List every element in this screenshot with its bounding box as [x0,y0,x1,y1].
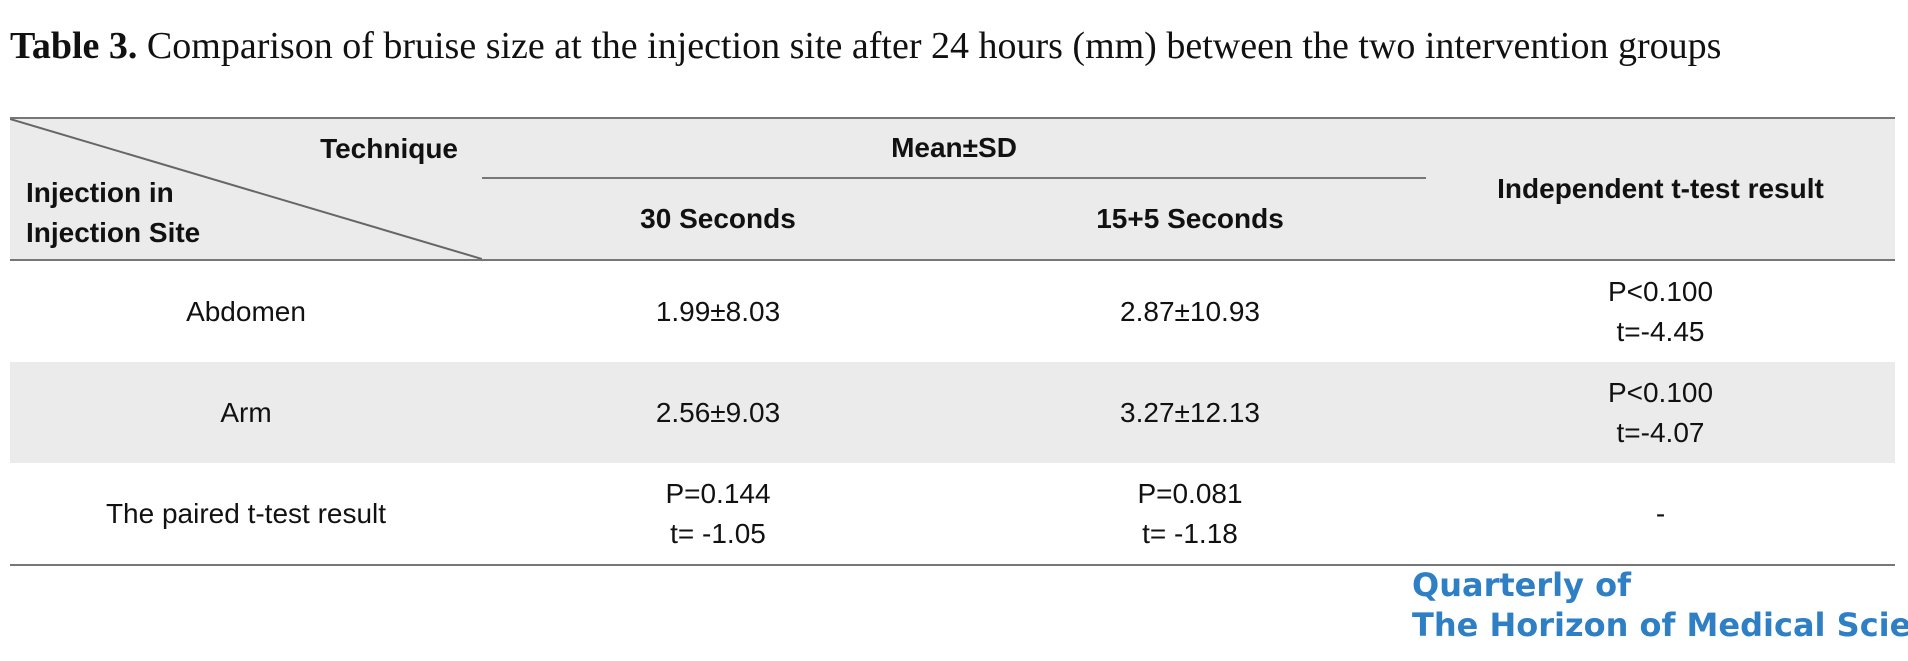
logo-line-1: Quarterly of [1412,566,1632,604]
mean-sd-header: Mean±SD [482,118,1426,179]
injection-site-label: Injection in Injection Site [26,173,200,253]
cell-30-seconds: P=0.144 t= -1.05 [482,463,954,565]
technique-label: Technique [320,133,458,164]
caption-label: Table 3. [10,25,138,67]
paired-p-value: P=0.144 [665,477,771,509]
logo-line-2: The Horizon of Medical Sciences [1412,606,1908,644]
journal-logo: Quarterly of The Horizon of Medical Scie… [1412,565,1908,645]
header-30-seconds: 30 Seconds [482,178,954,260]
cell-independent-result: - [1655,497,1666,529]
diagonal-divider-line [10,119,482,259]
result-t-value: t=-4.45 [1616,315,1705,347]
table-caption: Table 3. Comparison of bruise size at th… [10,18,1890,74]
subheader-row: 30 Seconds 15+5 Seconds [10,178,1895,260]
cell-independent-result: P<0.100 t=-4.07 [1426,362,1895,463]
cell-15-5-seconds: 3.27±12.13 [954,362,1426,463]
results-table: Technique Injection in Injection Site Me… [10,117,1895,566]
paired-t-value: t= -1.18 [1142,517,1238,549]
cell-independent-result: P<0.100 t=-4.45 [1426,260,1895,362]
cell-15-5-seconds: P=0.081 t= -1.18 [954,463,1426,565]
result-p-value: P<0.100 [1607,275,1714,307]
header-15-5-seconds: 15+5 Seconds [954,178,1426,260]
independent-ttest-header: Independent t-test result [1426,118,1895,260]
injection-site-label-line2: Injection Site [26,217,201,248]
paired-p-value: P=0.081 [1137,477,1243,509]
results-table-container: Technique Injection in Injection Site Me… [10,117,1895,566]
result-t-value: t=-4.07 [1616,416,1705,448]
diagonal-header-cell: Technique Injection in Injection Site [10,118,482,260]
cell-30-seconds: 2.56±9.03 [482,362,954,463]
caption-text: Comparison of bruise size at the injecti… [137,25,1722,67]
cell-site: Arm [10,362,482,463]
cell-15-5-seconds: 2.87±10.93 [1120,295,1260,327]
cell-site: The paired t-test result [105,497,387,529]
cell-30-seconds: 1.99±8.03 [655,295,781,327]
table-row-arm: Arm 2.56±9.03 3.27±12.13 P<0.100 t=-4.07 [10,362,1895,463]
result-p-value: P<0.100 [1607,376,1714,408]
table-row-abdomen: Abdomen 1.99±8.03 2.87±10.93 P<0.100 t=-… [10,260,1895,362]
table-row-paired-ttest: The paired t-test result P=0.144 t= -1.0… [10,463,1895,565]
header-row: Technique Injection in Injection Site Me… [10,118,1895,260]
injection-site-label-line1: Injection in [26,177,174,208]
cell-site: Abdomen [186,295,306,327]
paired-t-value: t= -1.05 [670,517,766,549]
